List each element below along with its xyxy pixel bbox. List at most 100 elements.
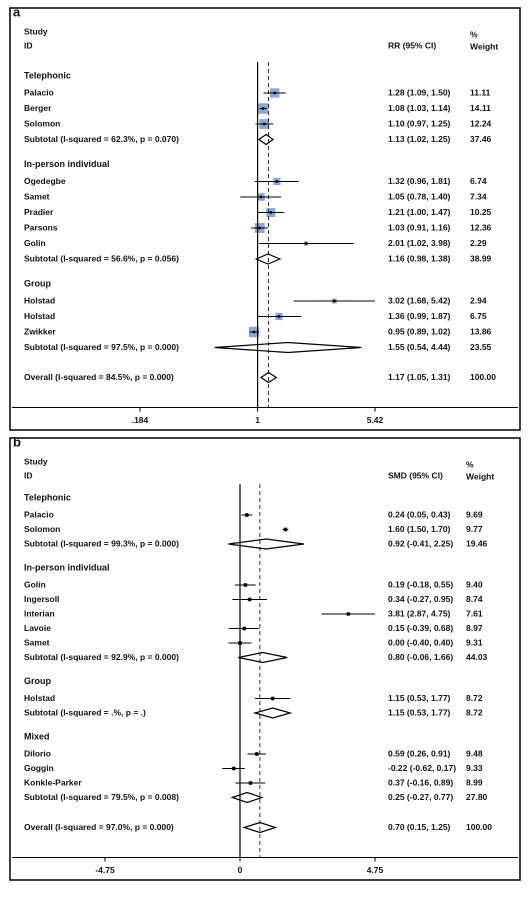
effect-label: 1.28 (1.09, 1.50) xyxy=(388,87,451,97)
weight-label: 9.69 xyxy=(466,509,483,519)
weight-label: 8.99 xyxy=(466,777,483,787)
summary-diamond xyxy=(214,341,362,354)
group-name: Telephonic xyxy=(24,492,71,502)
x-tick-label: 0 xyxy=(238,865,243,875)
weight-label: 8.97 xyxy=(466,623,483,633)
panel-label: a xyxy=(13,4,21,19)
study-name: Golin xyxy=(24,238,46,248)
weight-label: 27.80 xyxy=(466,792,488,802)
weight-label: 14.11 xyxy=(470,103,491,113)
effect-label: 0.25 (-0.27, 0.77) xyxy=(388,792,453,802)
weight-label: 100.00 xyxy=(466,822,492,832)
panel-frame xyxy=(9,7,521,431)
study-header: Study xyxy=(24,26,48,36)
panel-label: b xyxy=(13,434,21,449)
group-name: In-person individual xyxy=(24,562,110,572)
study-name: Ogedegbe xyxy=(24,176,66,186)
weight-label: 9.48 xyxy=(466,748,483,758)
group-name: Telephonic xyxy=(24,70,71,80)
weight-header: % xyxy=(470,29,478,39)
effect-label: 0.15 (-0.39, 0.68) xyxy=(388,623,453,633)
estimate-dot xyxy=(270,696,275,701)
estimate-dot xyxy=(261,107,265,110)
weight-label: 23.55 xyxy=(470,342,492,352)
study-name: Goggin xyxy=(24,763,54,773)
x-tick-label: -4.75 xyxy=(95,865,115,875)
study-name: Parsons xyxy=(24,222,58,232)
effect-label: 1.17 (1.05, 1.31) xyxy=(388,372,451,382)
x-tick-label: 1 xyxy=(255,415,260,425)
estimate-dot xyxy=(283,527,288,532)
summary-name: Subtotal (I-squared = 56.6%, p = 0.056) xyxy=(24,253,179,263)
weight-label: 8.74 xyxy=(466,594,483,604)
study-name: Samet xyxy=(24,191,50,201)
estimate-dot xyxy=(332,299,336,303)
study-name: Zwikker xyxy=(24,326,56,336)
study-name: Solomon xyxy=(24,524,60,534)
estimate-dot xyxy=(248,781,253,785)
effect-label: 1.03 (0.91, 1.16) xyxy=(388,222,451,232)
weight-label: 6.74 xyxy=(470,176,487,186)
weight-label: 2.29 xyxy=(470,238,487,248)
summary-name: Subtotal (I-squared = .%, p = .) xyxy=(24,707,146,717)
group-name: Group xyxy=(24,278,51,288)
weight-label: 2.94 xyxy=(470,295,487,305)
weight-label: 7.61 xyxy=(466,608,483,618)
weight-header: Weight xyxy=(470,41,498,51)
weight-label: 13.86 xyxy=(470,326,492,336)
x-tick-label: .184 xyxy=(132,415,149,425)
effect-header: SMD (95% CI) xyxy=(388,470,443,480)
weight-label: 19.46 xyxy=(466,538,488,548)
x-tick-label: 5.42 xyxy=(367,415,384,425)
effect-label: 1.05 (0.78, 1.40) xyxy=(388,191,451,201)
estimate-dot xyxy=(258,226,262,230)
effect-label: 1.08 (1.03, 1.14) xyxy=(388,103,451,113)
estimate-dot xyxy=(259,195,263,199)
estimate-dot xyxy=(242,626,247,631)
study-name: Berger xyxy=(24,103,52,113)
effect-label: 0.37 (-0.16, 0.89) xyxy=(388,777,453,787)
effect-label: 0.24 (0.05, 0.43) xyxy=(388,509,451,519)
summary-diamond xyxy=(228,538,305,550)
study-name: Konkle-Parker xyxy=(24,777,82,787)
weight-label: 100.00 xyxy=(470,372,496,382)
summary-diamond xyxy=(238,651,288,664)
study-name: Holstad xyxy=(24,693,55,703)
panel-frame xyxy=(9,437,521,881)
summary-name: Subtotal (I-squared = 97.5%, p = 0.000) xyxy=(24,342,179,352)
estimate-dot xyxy=(252,330,256,334)
effect-label: 1.16 (0.98, 1.38) xyxy=(388,253,451,263)
estimate-dot xyxy=(245,513,249,517)
effect-label: 0.00 (-0.40, 0.40) xyxy=(388,637,453,647)
summary-diamond xyxy=(252,707,293,719)
summary-diamond xyxy=(257,133,275,146)
estimate-dot xyxy=(273,91,277,95)
study-name: Pradier xyxy=(24,207,54,217)
effect-label: 0.19 (-0.18, 0.55) xyxy=(388,579,453,589)
estimate-dot xyxy=(247,597,252,602)
estimate-dot xyxy=(269,211,273,214)
study-name: Samet xyxy=(24,637,50,647)
effect-label: 1.10 (0.97, 1.25) xyxy=(388,118,451,128)
effect-label: 0.59 (0.26, 0.91) xyxy=(388,748,451,758)
weight-label: 9.77 xyxy=(466,524,483,534)
summary-name: Overall (I-squared = 97.0%, p = 0.000) xyxy=(24,822,174,832)
study-name: Solomon xyxy=(24,118,60,128)
weight-label: 8.72 xyxy=(466,693,483,703)
group-name: Group xyxy=(24,676,51,686)
study-name: Lavoie xyxy=(24,623,51,633)
effect-label: 0.95 (0.89, 1.02) xyxy=(388,326,451,336)
summary-name: Subtotal (I-squared = 62.3%, p = 0.070) xyxy=(24,134,179,144)
estimate-dot xyxy=(243,583,248,587)
estimate-dot xyxy=(346,612,351,616)
id-header: ID xyxy=(24,470,33,480)
weight-label: 9.31 xyxy=(466,637,483,647)
summary-name: Subtotal (I-squared = 92.9%, p = 0.000) xyxy=(24,652,179,662)
weight-header: % xyxy=(466,459,474,469)
study-name: Holstad xyxy=(24,295,55,305)
study-header: Study xyxy=(24,456,48,466)
effect-label: 1.32 (0.96, 1.81) xyxy=(388,176,451,186)
id-header: ID xyxy=(24,40,33,50)
effect-label: 0.92 (-0.41, 2.25) xyxy=(388,538,453,548)
weight-label: 37.46 xyxy=(470,134,492,144)
